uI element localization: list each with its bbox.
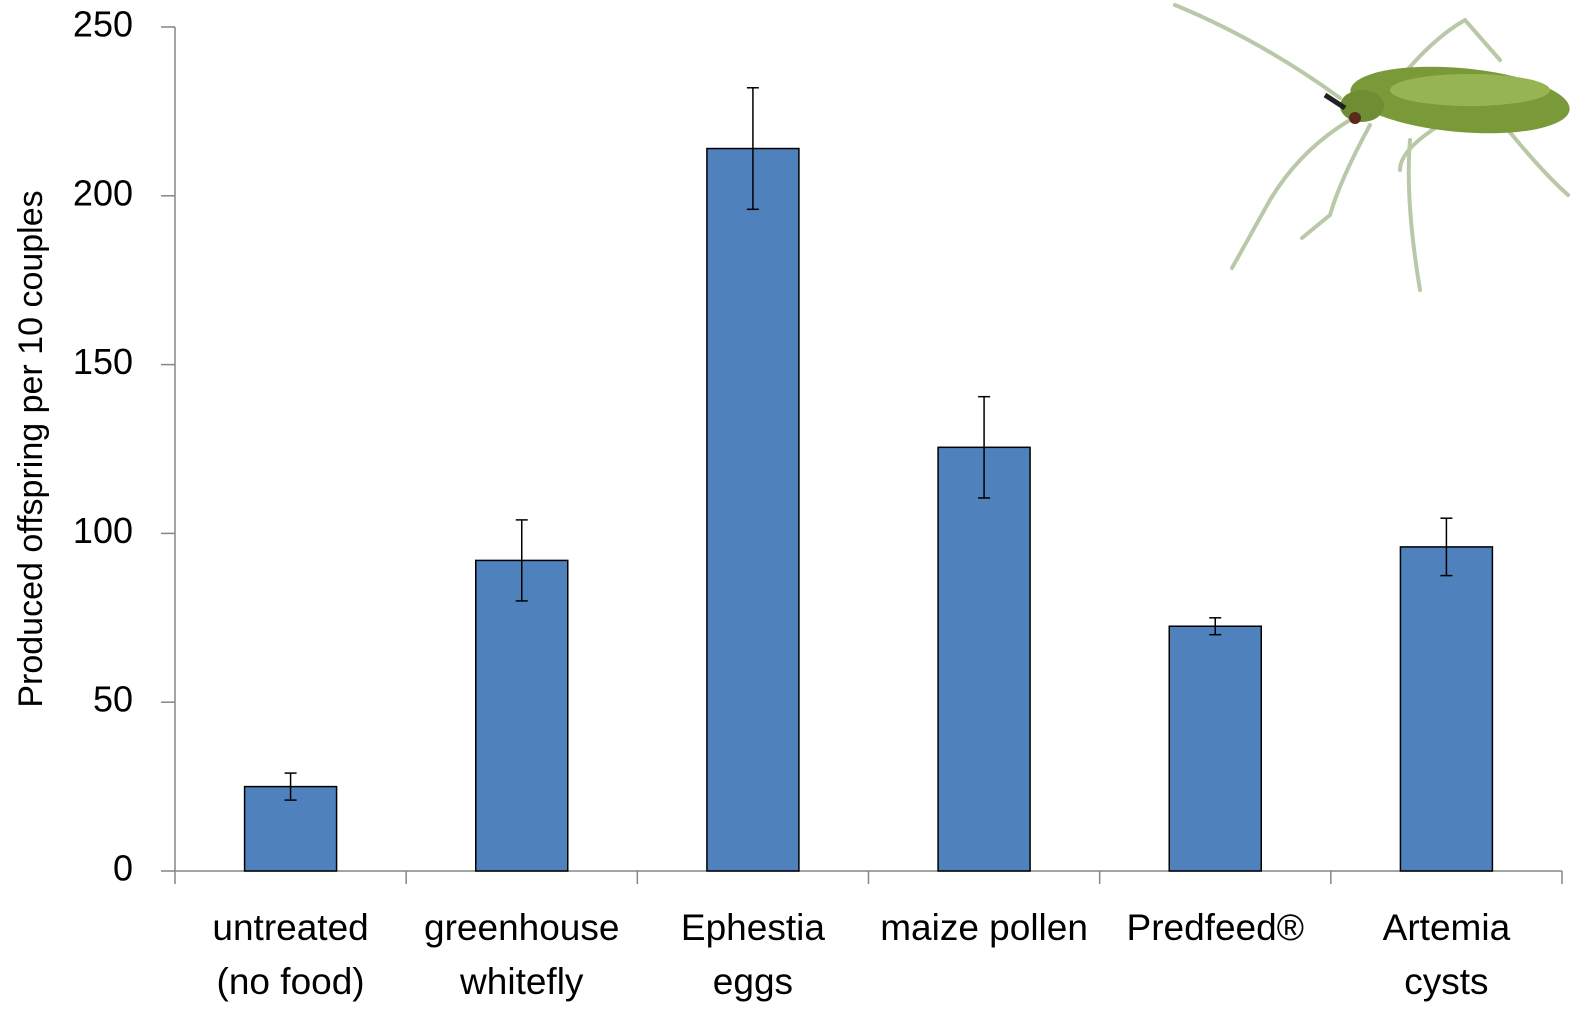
x-tick-label-line: greenhouse bbox=[424, 907, 619, 948]
x-tick-label: untreated (no food) bbox=[212, 907, 368, 1002]
error-bar bbox=[746, 87, 759, 211]
y-tick-label: 50 bbox=[93, 679, 133, 720]
x-tick-label-line: whitefly bbox=[459, 961, 584, 1002]
x-tick-label-line: eggs bbox=[713, 961, 793, 1002]
y-tick-label: 0 bbox=[113, 848, 133, 889]
x-tick-label-line: maize pollen bbox=[880, 907, 1088, 948]
bar bbox=[1399, 546, 1494, 872]
x-tick-label: maize pollen bbox=[880, 907, 1088, 948]
y-tick-label: 200 bbox=[73, 172, 133, 213]
x-tick-label-line: Predfeed® bbox=[1127, 907, 1304, 948]
error-bar bbox=[1440, 517, 1453, 577]
x-tick-label: Predfeed® bbox=[1127, 907, 1304, 948]
bar bbox=[1168, 625, 1262, 872]
y-tick-label: 250 bbox=[73, 4, 133, 45]
y-axis-label: Produced offspring per 10 couples bbox=[12, 190, 50, 707]
error-bar bbox=[515, 519, 528, 602]
x-tick-label: greenhouse whitefly bbox=[424, 907, 619, 1002]
error-bar bbox=[1209, 617, 1222, 636]
insect-photo bbox=[1173, 3, 1570, 292]
x-tick-label-line: Ephestia bbox=[681, 907, 825, 948]
x-tick-label-line: (no food) bbox=[217, 961, 365, 1002]
error-bar bbox=[978, 395, 991, 499]
bar bbox=[937, 446, 1031, 872]
y-tick-label: 150 bbox=[73, 341, 133, 382]
x-tick-label-line: Artemia bbox=[1383, 907, 1511, 948]
x-tick-label: Ephestia eggs bbox=[681, 907, 825, 1002]
x-tick-label-line: untreated bbox=[212, 907, 368, 948]
bar bbox=[706, 147, 800, 872]
x-tick-label-line: cysts bbox=[1404, 961, 1488, 1002]
x-tick-label: Artemia cysts bbox=[1383, 907, 1511, 1002]
bar bbox=[475, 559, 569, 872]
error-bar bbox=[284, 772, 297, 801]
y-tick-label: 100 bbox=[73, 510, 133, 551]
